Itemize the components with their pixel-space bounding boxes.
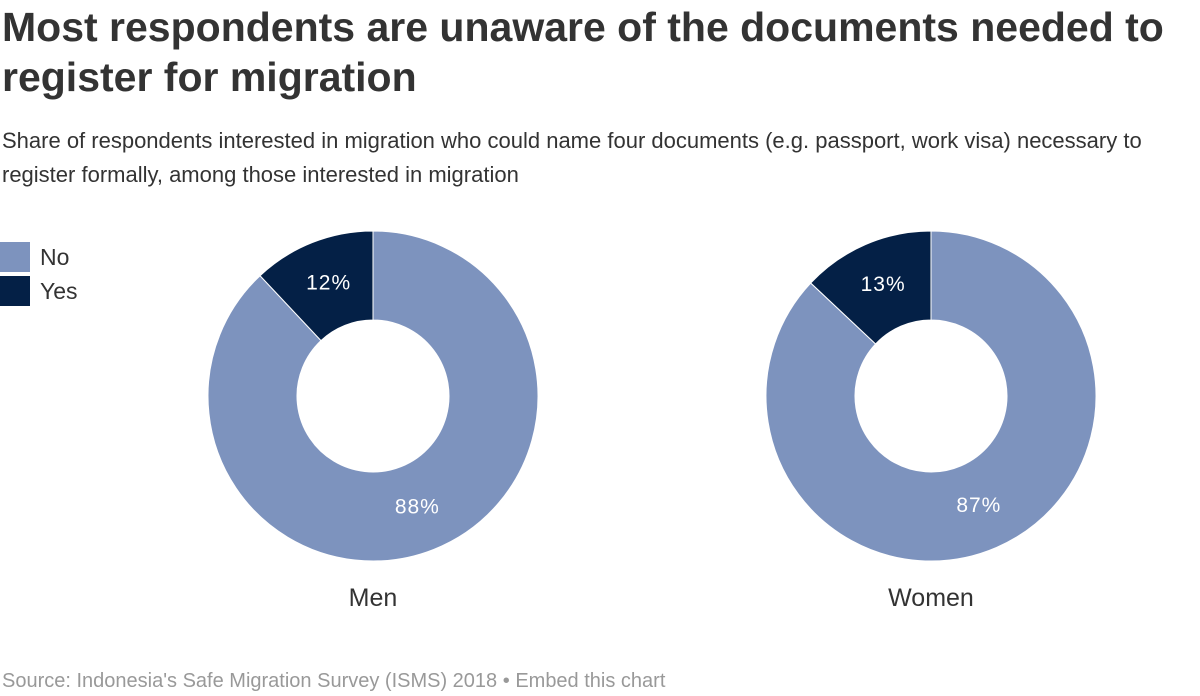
slice-yes-men[interactable] [259, 230, 374, 342]
chart-subtitle: Share of respondents interested in migra… [2, 128, 1142, 187]
data-label-yes-women: 13% [861, 273, 906, 296]
legend-item-no[interactable]: No [0, 240, 78, 274]
legend: No Yes [0, 240, 78, 308]
chart-title: Most respondents are unaware of the docu… [2, 4, 1164, 100]
donut-label-men: Men [349, 584, 398, 612]
data-label-no-men: 88% [395, 496, 440, 519]
legend-item-yes[interactable]: Yes [0, 274, 78, 308]
embed-link[interactable]: Embed this chart [515, 670, 666, 692]
donut-women: 87% 13% Women [765, 230, 1097, 612]
footer: Source: Indonesia's Safe Migration Surve… [2, 670, 665, 693]
slice-yes-women[interactable] [810, 230, 932, 345]
legend-label-yes: Yes [40, 277, 78, 304]
legend-label-no: No [40, 243, 70, 270]
footer-separator: • [497, 670, 516, 692]
slice-no-men[interactable] [207, 230, 539, 562]
legend-swatch-no [0, 242, 30, 272]
data-label-no-women: 87% [956, 494, 1001, 517]
data-label-yes-men: 12% [306, 272, 351, 295]
legend-swatch-yes [0, 276, 30, 306]
slice-no-women[interactable] [765, 230, 1097, 562]
donut-men: 88% 12% Men [207, 230, 539, 612]
donut-label-women: Women [888, 584, 974, 612]
source-text: Source: Indonesia's Safe Migration Surve… [2, 670, 498, 692]
